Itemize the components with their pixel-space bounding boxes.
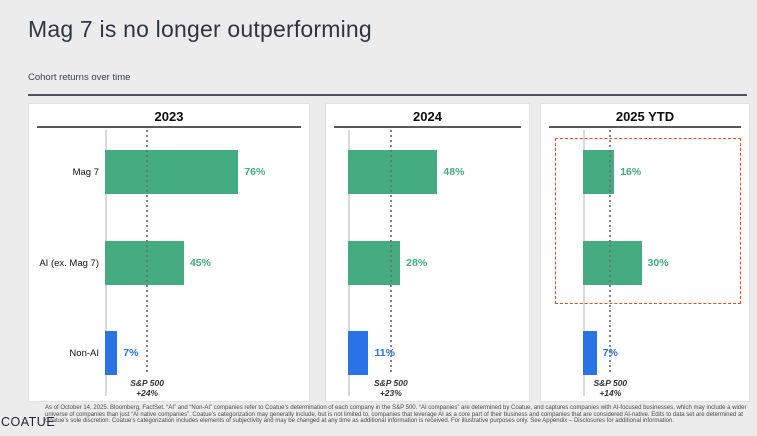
category-label-gutter: [326, 128, 348, 400]
plot: 48% 28% 11% S&P 500 +23%: [348, 128, 525, 400]
bar-mag-7: [583, 150, 615, 194]
benchmark-name: S&P 500: [373, 378, 408, 388]
bar-row: 30%: [583, 241, 745, 285]
coatue-logo: COATUE: [1, 415, 56, 429]
subtitle-divider: [28, 94, 747, 96]
plot-area: 16% 30% 7% S&P 500+14%: [541, 128, 749, 400]
benchmark-return: +14%: [599, 388, 622, 398]
bar-ai-ex-mag-7-: [583, 241, 642, 285]
bar-non-ai: [105, 331, 118, 375]
benchmark-label: S&P 500 +14%: [565, 378, 655, 398]
bar-value-label: 28%: [406, 257, 428, 269]
bar-mag-7: [105, 150, 239, 194]
benchmark-label: S&P 500 +23%: [346, 378, 436, 398]
bar-row: 45%: [105, 241, 305, 285]
bar-row: 7%: [583, 331, 745, 375]
bar-row: 76%: [105, 150, 305, 194]
bar-value-label: 45%: [189, 257, 211, 269]
benchmark-return: +24%: [136, 388, 159, 398]
bar-row: 48%: [348, 150, 525, 194]
bar-non-ai: [583, 331, 597, 375]
bar-ai-ex-mag-7-: [105, 241, 184, 285]
panel-title-underline: [549, 126, 741, 128]
benchmark-name: S&P 500: [130, 378, 164, 388]
bar-non-ai: [348, 331, 369, 375]
plot: 76% 45% 7% S&P 500 +24%: [105, 128, 305, 400]
benchmark-return: +23%: [379, 388, 402, 398]
panel-2024: 2024 48% 28% 11% S&P 500 +23%: [325, 103, 530, 402]
bar-value-label: 16%: [620, 166, 642, 178]
bar-row: 11%: [348, 331, 525, 375]
plot-area: 48% 28% 11% S&P 500 +23%: [326, 128, 529, 400]
bar-value-label: 30%: [647, 257, 669, 269]
category-label: Non-AI: [69, 347, 99, 359]
panel-title-underline: [37, 126, 301, 128]
bar-value-label: 76%: [244, 166, 266, 178]
bar-mag-7: [348, 150, 438, 194]
footer-disclaimer: As of October 14, 2025. Bloomberg, FactS…: [45, 405, 747, 424]
chart-subtitle: Cohort returns over time: [28, 72, 131, 83]
benchmark-label: S&P 500 +24%: [102, 378, 192, 398]
category-label: Mag 7: [72, 166, 99, 178]
category-label-gutter: [541, 128, 583, 400]
plot-area: Mag 7 AI (ex. Mag 7) Non-AI 76% 45% 7% S&P 500…: [29, 128, 309, 400]
bar-value-label: 48%: [443, 166, 465, 178]
bar-row: 16%: [583, 150, 745, 194]
plot: 16% 30% 7% S&P 500+14%: [583, 128, 745, 400]
category-label: AI (ex. Mag 7): [39, 257, 99, 269]
chart-panels: 2023 Mag 7 AI (ex. Mag 7) Non-AI 76% 45% 7% S&P…: [28, 103, 750, 402]
benchmark-dotted-line: [609, 130, 612, 374]
bar-ai-ex-mag-7-: [348, 241, 401, 285]
bar-row: 7%: [105, 331, 305, 375]
panel-title-underline: [334, 126, 521, 128]
panel-year-title: 2025 YTD: [615, 109, 675, 124]
panel-year-title: 2024: [413, 109, 442, 124]
bar-row: 28%: [348, 241, 525, 285]
panel-year-title: 2023: [154, 109, 184, 124]
category-label-gutter: Mag 7 AI (ex. Mag 7) Non-AI: [29, 128, 105, 400]
bar-value-label: 11%: [374, 347, 395, 359]
panel-2023: 2023 Mag 7 AI (ex. Mag 7) Non-AI 76% 45% 7% S&P…: [28, 103, 310, 402]
page-title: Mag 7 is no longer outperforming: [28, 16, 372, 42]
benchmark-name: S&P 500: [593, 378, 628, 388]
benchmark-dotted-line: [146, 130, 149, 374]
benchmark-dotted-line: [389, 130, 392, 374]
bar-value-label: 7%: [123, 347, 139, 359]
panel-2025-ytd: 2025 YTD 16% 30% 7% S&P 500+14%: [540, 103, 750, 402]
